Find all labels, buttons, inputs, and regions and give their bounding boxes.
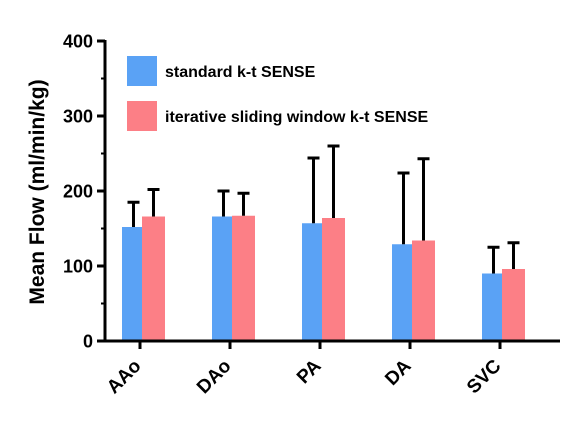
x-tick-label: AAo [103, 356, 145, 398]
bar [122, 227, 145, 340]
y-tick-label: 0 [83, 332, 93, 352]
legend-swatch [127, 56, 157, 86]
y-tick-label: 200 [63, 182, 93, 202]
bar [482, 273, 505, 340]
legend: standard k-t SENSE iterative sliding wind… [127, 56, 428, 131]
bars [122, 215, 525, 340]
y-tick-label: 100 [63, 257, 93, 277]
y-axis-label: Mean Flow (ml/min/kg) [26, 79, 49, 304]
x-tick-label: DAo [193, 356, 235, 398]
x-tick-label: DA [381, 355, 415, 389]
y-tick-label: 400 [63, 32, 93, 52]
legend-swatch [127, 101, 157, 131]
bar [322, 218, 345, 340]
y-tick-label: 300 [63, 107, 93, 127]
bar [212, 216, 235, 340]
legend-label: iterative sliding window k-t SENSE [165, 109, 428, 126]
bar [142, 216, 165, 340]
bar [392, 244, 415, 340]
x-tick-label: PA [293, 355, 326, 388]
axes: 0 100 200 300 400 AAo DAo PA DA SVC [63, 32, 560, 398]
bar [302, 223, 325, 340]
x-tick-label: SVC [463, 355, 506, 398]
bar [232, 215, 255, 340]
error-bars [127, 144, 520, 274]
bar [502, 269, 525, 340]
legend-label: standard k-t SENSE [165, 64, 316, 81]
bar [412, 240, 435, 340]
